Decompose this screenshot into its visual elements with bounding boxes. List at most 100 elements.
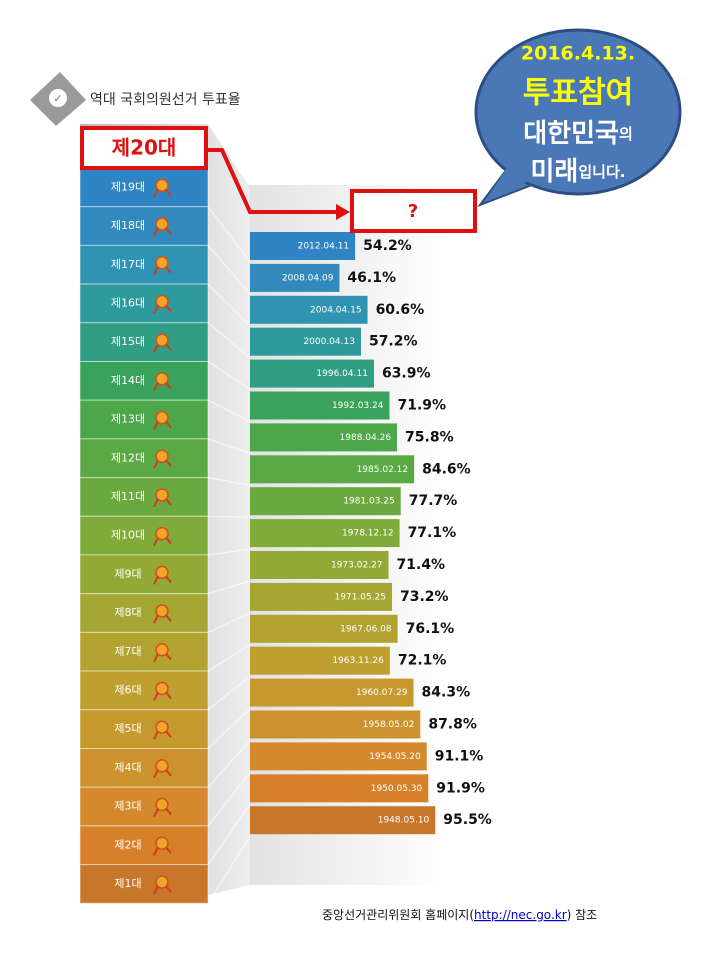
medal	[155, 217, 169, 231]
row-label: 제6대	[114, 683, 141, 696]
medal	[155, 410, 169, 425]
value-label: 77.1%	[408, 525, 457, 541]
medal-ribbon	[153, 807, 172, 817]
perspective-line	[207, 399, 251, 422]
bar	[250, 327, 361, 356]
row-label: 제18대	[111, 219, 145, 232]
perspective-line	[207, 361, 251, 391]
bubble-text: 의	[619, 125, 633, 143]
medal	[155, 488, 169, 502]
value-label: 71.9%	[397, 398, 446, 414]
medal-ribbon	[153, 846, 172, 856]
bar	[250, 455, 415, 484]
title-icon: ✓	[30, 72, 86, 126]
date-label: 1963.11.26	[332, 656, 384, 666]
medal-ribbon	[153, 537, 172, 547]
date-label: 1958.05.02	[363, 720, 415, 730]
column-row	[79, 322, 209, 362]
medal-ribbon	[153, 188, 172, 198]
footer: 중앙선거관리위원회 홈페이지(http://nec.go.kr) 참조	[322, 908, 597, 922]
value-label: 76.1%	[406, 621, 455, 637]
medal-ribbon	[153, 227, 172, 237]
bar	[250, 359, 374, 388]
row-label: 제15대	[111, 335, 145, 348]
column-row	[79, 670, 209, 711]
medal-ribbon	[153, 343, 172, 353]
footer-link[interactable]: http://nec.go.kr	[474, 908, 567, 922]
bubble-line: 미래입니다.	[531, 157, 626, 187]
bubble-line: 대한민국의	[523, 119, 633, 149]
medal	[155, 526, 169, 541]
medal	[155, 565, 169, 580]
medal-ribbon	[153, 885, 172, 895]
medal	[155, 836, 169, 850]
perspective-line	[207, 245, 251, 295]
row-label: 제17대	[111, 258, 145, 271]
footer-text: ) 참조	[567, 908, 598, 922]
row-label: 제1대	[114, 877, 141, 890]
bar	[250, 423, 398, 452]
perspective-line	[207, 322, 251, 359]
date-label: 2000.04.13	[303, 337, 355, 347]
perspective-line	[207, 548, 251, 556]
date-label: 1971.05.25	[334, 592, 386, 602]
bar	[250, 391, 390, 420]
row-label: 제10대	[111, 529, 145, 542]
medal-ribbon	[153, 304, 172, 314]
perspective-line	[207, 708, 251, 749]
column-row	[79, 283, 209, 324]
medal-ribbon	[153, 614, 172, 624]
value-label: 77.7%	[409, 493, 458, 509]
medal-ribbon	[153, 575, 172, 585]
svg-text:✓: ✓	[53, 92, 62, 105]
question-box	[350, 189, 477, 233]
bar	[250, 232, 356, 260]
bar	[250, 519, 400, 548]
value-label: 54.2%	[363, 238, 412, 254]
perspective-line	[207, 612, 251, 633]
value-label: 46.1%	[347, 270, 396, 286]
perspective-line	[207, 676, 251, 711]
perspective-line	[207, 644, 251, 672]
bar	[250, 263, 340, 292]
medal	[155, 256, 169, 270]
value-label: 63.9%	[382, 366, 431, 382]
bar	[250, 710, 421, 739]
bubble-text: 입니다.	[578, 163, 625, 181]
value-label: 91.9%	[436, 780, 485, 796]
row-label: 제16대	[111, 296, 145, 309]
column-row	[79, 477, 209, 517]
column-row	[79, 786, 209, 827]
value-label: 84.6%	[422, 461, 471, 477]
date-label: 2012.04.11	[298, 242, 350, 252]
column-row	[79, 709, 209, 749]
medal	[155, 759, 169, 773]
bar	[250, 774, 429, 803]
medal-ribbon	[153, 498, 172, 508]
date-label: 1950.05.30	[371, 784, 423, 794]
chart-title: 역대 국회의원선거 투표율	[90, 92, 241, 108]
medal-ribbon	[153, 382, 172, 392]
date-label: 1954.05.20	[369, 752, 421, 762]
row-label: 제5대	[114, 722, 141, 735]
medal	[155, 449, 169, 463]
column-row	[79, 399, 209, 440]
bubble-text: 대한민국	[523, 119, 619, 149]
footer-text: 중앙선거관리위원회 홈페이지(	[322, 908, 474, 922]
column-row	[79, 438, 209, 479]
column-row	[79, 361, 209, 401]
bubble-text: 미래	[531, 157, 579, 187]
row-label: 제8대	[114, 606, 141, 619]
perspective-line	[207, 283, 251, 327]
perspective-line	[207, 580, 251, 595]
bar	[250, 646, 390, 675]
speech-bubble	[474, 28, 682, 208]
date-label: 1967.06.08	[340, 624, 392, 634]
bar	[250, 806, 436, 835]
bubble-slogan: 투표참여	[523, 76, 633, 111]
value-label: 91.1%	[435, 748, 484, 764]
perspective-line	[207, 477, 251, 486]
perspective-line	[207, 804, 251, 865]
bar	[250, 742, 427, 771]
